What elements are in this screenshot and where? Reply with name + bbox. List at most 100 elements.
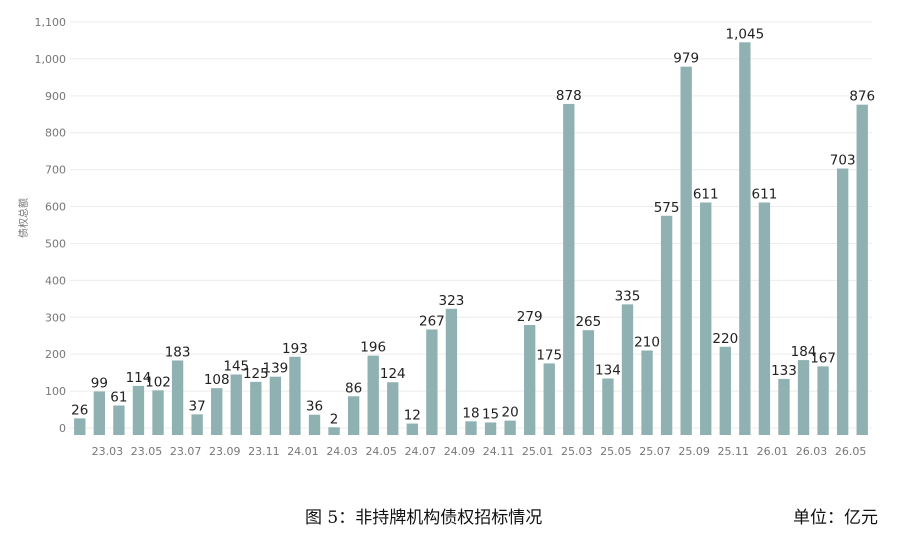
unit-label: 单位：亿元 [793,508,878,528]
bar [289,356,301,435]
y-tick-label: 300 [45,311,66,324]
data-label: 979 [673,51,699,67]
data-label: 265 [575,314,601,330]
data-label: 175 [536,347,562,363]
bar [524,325,536,435]
bar [758,202,771,435]
data-label: 167 [810,350,836,366]
bar [582,330,595,435]
bar-chart: 0 100 200 300 400 500 600 700 800 900 1,000 1,100 债… [17,16,875,458]
x-tick-label: 25.11 [718,445,750,458]
data-label: 15 [482,406,499,422]
data-label: 267 [419,313,445,329]
x-tick-label: 24.05 [365,445,397,458]
data-label: 133 [771,363,797,379]
x-tick-label: 24.09 [444,445,476,458]
data-label: 125 [243,366,269,382]
data-label: 114 [126,370,152,386]
data-label: 193 [282,341,308,357]
x-tick-label: 25.09 [678,445,710,458]
x-tick-label: 23.05 [131,445,163,458]
data-label: 2 [330,411,339,427]
y-tick-label: 500 [45,237,66,250]
x-tick-label: 25.07 [639,445,671,458]
data-label: 220 [712,331,738,347]
data-label: 1,045 [726,26,765,42]
bar [191,414,203,435]
gridlines [70,21,872,429]
bar [113,405,125,435]
data-label: 210 [634,334,660,350]
x-tick-label: 24.11 [483,445,515,458]
bar [856,104,868,435]
bars [74,42,868,436]
bar [132,385,145,435]
x-tick-label: 25.03 [561,445,593,458]
data-label: 102 [145,374,171,390]
y-tick-label: 1,100 [35,16,67,29]
y-tick-label: 0 [59,422,66,435]
bar [680,66,692,435]
data-label: 124 [380,366,406,382]
bar [426,329,438,435]
y-tick-label: 100 [45,385,66,398]
data-label: 196 [360,340,386,356]
bar [406,423,418,435]
data-label: 611 [693,186,719,202]
data-label: 108 [204,372,230,388]
x-tick-label: 26.05 [835,445,867,458]
bar [250,381,262,435]
y-tick-label: 600 [45,201,66,214]
bar [778,378,790,435]
bar [269,376,282,435]
bar [602,378,614,435]
y-tick-label: 700 [45,164,66,177]
data-label: 876 [849,89,875,105]
bar [465,421,477,435]
y-tick-label: 800 [45,127,66,140]
bar [817,366,829,435]
data-label: 145 [223,358,249,374]
bar [641,350,653,435]
bar [700,202,712,435]
bar [445,308,458,435]
data-label: 575 [654,200,680,216]
data-label: 335 [615,288,641,304]
figure-caption: 图 5：非持牌机构债权招标情况 [305,508,543,528]
y-axis-title: 债权总额 [17,198,30,238]
bar [308,414,321,435]
data-label: 99 [91,375,108,391]
bar [93,391,106,435]
data-label: 183 [165,344,191,360]
x-tick-label: 24.03 [326,445,358,458]
data-label: 323 [439,293,465,309]
bar [563,103,575,436]
x-tick-label: 26.01 [757,445,789,458]
bar [543,363,555,435]
data-label: 86 [345,380,362,396]
data-label: 36 [306,399,323,415]
x-tick-label: 25.01 [522,445,554,458]
data-label: 20 [502,405,519,421]
data-label: 184 [791,344,817,360]
bar [367,355,379,435]
x-tick-label: 25.05 [600,445,632,458]
y-axis: 0 100 200 300 400 500 600 700 800 900 1,000 1,100 [35,16,67,435]
data-label: 61 [110,389,127,405]
data-label: 134 [595,363,621,379]
data-label: 878 [556,88,582,104]
bar [211,388,223,435]
x-tick-label: 23.03 [92,445,124,458]
x-tick-label: 23.09 [209,445,241,458]
bar [719,346,731,435]
bar [230,374,242,435]
x-tick-label: 26.03 [796,445,828,458]
x-tick-label: 24.01 [287,445,319,458]
bar [387,382,399,435]
bar [152,390,164,435]
bar [660,215,673,435]
bar [621,304,634,435]
bar [347,396,360,435]
x-tick-label: 23.11 [248,445,280,458]
bar [484,422,497,435]
